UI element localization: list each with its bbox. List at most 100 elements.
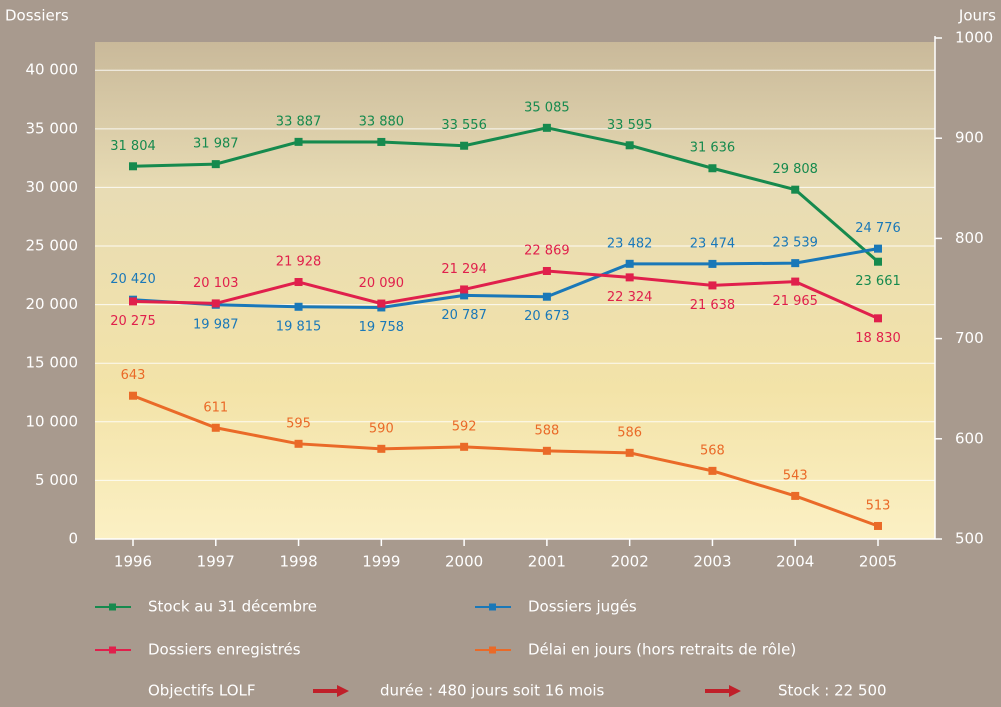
data-label: 20 275 — [110, 314, 156, 329]
data-label: 35 085 — [524, 100, 570, 115]
data-label: 31 636 — [690, 141, 736, 156]
data-label: 33 880 — [359, 114, 405, 129]
y-tick-label: 40 000 — [26, 61, 79, 79]
legend-marker — [489, 603, 496, 611]
data-label: 588 — [534, 423, 559, 438]
x-tick-label: 1999 — [362, 553, 400, 571]
y2-axis-label: Jours — [958, 7, 996, 25]
data-label: 24 776 — [855, 221, 901, 236]
data-point — [377, 299, 386, 308]
data-point — [708, 259, 717, 268]
y-axis-label: Dossiers — [5, 7, 69, 25]
data-point — [211, 299, 220, 308]
data-point — [460, 285, 469, 294]
data-point — [625, 141, 634, 150]
data-label: 20 090 — [359, 276, 405, 291]
data-point — [542, 446, 551, 455]
plot-area — [95, 42, 935, 539]
data-point — [377, 444, 386, 453]
data-label: 611 — [203, 400, 228, 415]
x-tick-label: 2000 — [445, 553, 483, 571]
annotation: Objectifs LOLF — [148, 682, 256, 700]
legend-marker — [489, 646, 496, 654]
y-tick-label: 5 000 — [35, 471, 78, 489]
series-line — [132, 247, 879, 309]
x-tick-label: 1996 — [114, 553, 152, 571]
data-point — [791, 491, 800, 500]
data-label: 590 — [369, 421, 394, 436]
data-point — [791, 277, 800, 286]
data-label: 21 965 — [772, 294, 818, 309]
data-point — [129, 391, 137, 400]
data-point — [708, 164, 717, 173]
data-label: 19 758 — [359, 320, 405, 335]
legend-marker — [109, 646, 116, 654]
data-point — [874, 521, 882, 530]
data-label: 29 808 — [772, 162, 818, 177]
data-label: 31 987 — [193, 137, 239, 152]
data-point — [460, 442, 469, 451]
data-point — [708, 466, 717, 475]
data-label: 23 474 — [690, 236, 736, 251]
y2-tick-label: 900 — [955, 129, 984, 147]
x-tick-label: 2004 — [776, 553, 814, 571]
data-label: 20 420 — [110, 272, 156, 287]
data-point — [129, 297, 137, 306]
annotation: Stock : 22 500 — [778, 682, 887, 700]
data-label: 21 294 — [441, 262, 487, 277]
y2-tick-label: 700 — [955, 329, 984, 347]
data-label: 592 — [452, 419, 477, 434]
data-point — [377, 137, 386, 146]
arrow-head — [337, 685, 349, 697]
data-point — [625, 259, 634, 268]
data-point — [874, 314, 882, 323]
data-label: 22 869 — [524, 243, 570, 258]
data-label: 513 — [866, 498, 891, 513]
data-label: 33 595 — [607, 118, 653, 133]
y-tick-label: 15 000 — [26, 354, 79, 372]
data-point — [211, 423, 220, 432]
y-tick-label: 30 000 — [26, 178, 79, 196]
x-tick-label: 2002 — [611, 553, 649, 571]
data-point — [294, 137, 303, 146]
legend-label: Délai en jours (hors retraits de rôle) — [528, 641, 796, 659]
x-tick-label: 1998 — [279, 553, 317, 571]
y-tick-label: 25 000 — [26, 237, 79, 255]
annotation: durée : 480 jours soit 16 mois — [380, 682, 605, 700]
y-tick-label: 35 000 — [26, 119, 79, 137]
y2-tick-label: 600 — [955, 429, 984, 447]
y-tick-label: 10 000 — [26, 412, 79, 430]
y2-tick-label: 500 — [955, 530, 984, 548]
data-label: 20 787 — [441, 308, 487, 323]
x-tick-label: 2001 — [528, 553, 566, 571]
arrow-head — [729, 685, 741, 697]
legend-label: Dossiers enregistrés — [148, 641, 301, 659]
data-label: 643 — [121, 368, 146, 383]
data-point — [294, 278, 303, 287]
x-tick-label: 2005 — [859, 553, 897, 571]
data-point — [625, 448, 634, 457]
series-line — [132, 394, 879, 528]
data-label: 22 324 — [607, 290, 653, 305]
data-label: 31 804 — [110, 139, 156, 154]
data-point — [791, 185, 800, 194]
data-label: 586 — [617, 425, 642, 440]
series-line — [132, 126, 879, 263]
data-label: 568 — [700, 443, 725, 458]
x-tick-label: 1997 — [197, 553, 235, 571]
data-point — [460, 141, 469, 150]
data-point — [874, 244, 882, 253]
data-label: 20 673 — [524, 309, 570, 324]
y2-tick-label: 1000 — [955, 29, 993, 47]
data-label: 19 987 — [193, 317, 239, 332]
data-point — [460, 291, 469, 300]
x-tick-label: 2003 — [693, 553, 731, 571]
data-label: 595 — [286, 416, 311, 431]
data-point — [791, 259, 800, 268]
data-label: 21 928 — [276, 255, 322, 270]
series-line — [132, 269, 879, 320]
data-point — [874, 257, 882, 266]
legend-marker — [109, 603, 116, 611]
y2-tick-label: 800 — [955, 229, 984, 247]
